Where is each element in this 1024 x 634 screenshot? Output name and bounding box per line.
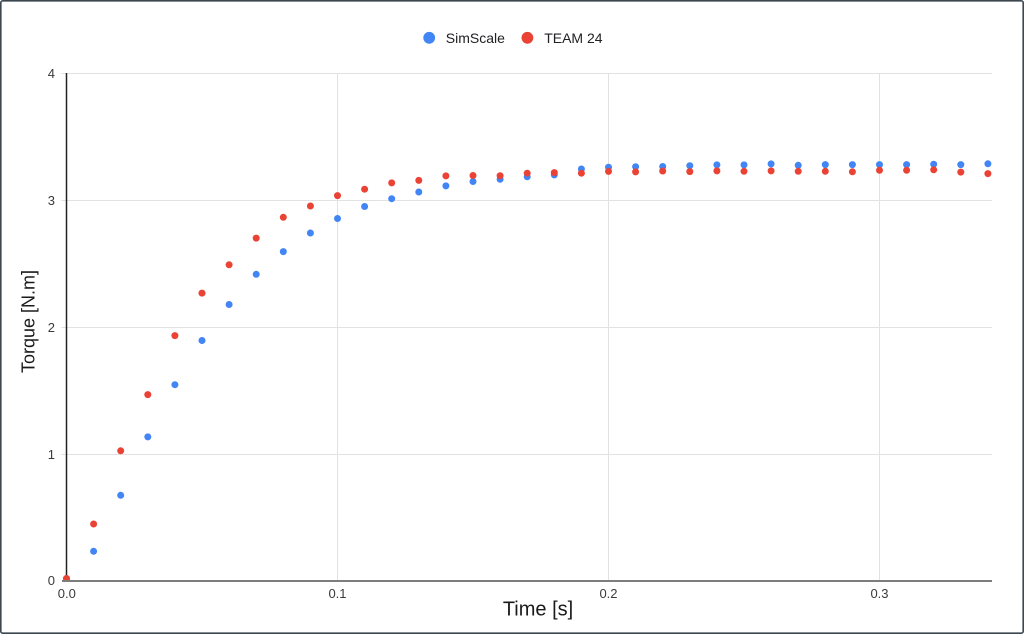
svg-text:4: 4 — [48, 66, 55, 81]
svg-text:TEAM 24: TEAM 24 — [544, 30, 603, 46]
svg-text:0.1: 0.1 — [328, 586, 346, 601]
svg-text:Torque [N.m]: Torque [N.m] — [19, 270, 39, 373]
svg-text:2: 2 — [48, 320, 55, 335]
svg-text:Time [s]: Time [s] — [503, 599, 573, 621]
svg-text:0.0: 0.0 — [58, 586, 76, 601]
svg-text:0.2: 0.2 — [599, 586, 617, 601]
svg-text:0: 0 — [48, 573, 55, 588]
svg-text:0.3: 0.3 — [870, 586, 888, 601]
svg-text:SimScale: SimScale — [446, 30, 505, 46]
svg-text:3: 3 — [48, 193, 55, 208]
svg-text:1: 1 — [48, 447, 55, 462]
